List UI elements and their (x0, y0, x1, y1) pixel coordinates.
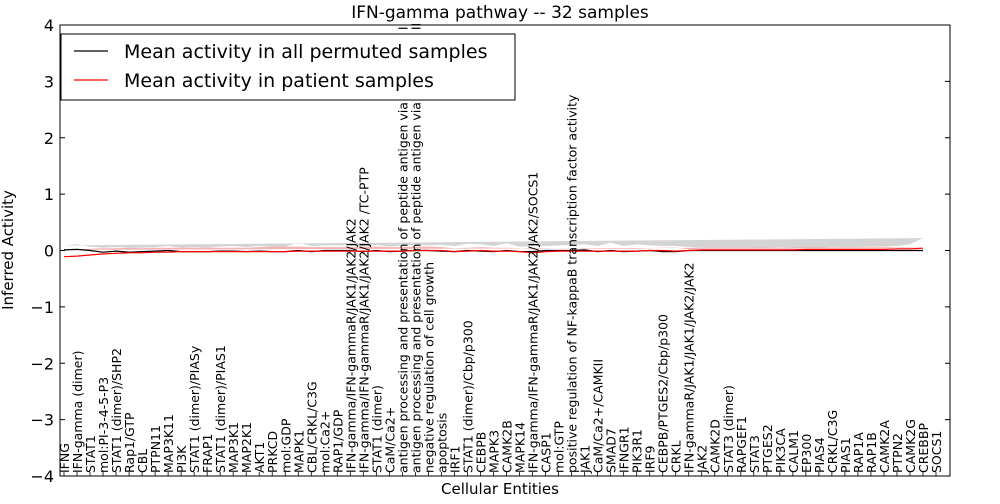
x-tick-label: STAT1 (dimer)/PIAS1 (213, 345, 228, 473)
x-tick-label: mol:GTP (552, 421, 567, 473)
y-tick-label: 3 (44, 72, 54, 91)
plot-frame (59, 24, 951, 477)
x-tick-label: STAT3 (dimer) (721, 385, 736, 473)
confidence-bands (64, 238, 923, 250)
patient-samples-band (64, 246, 923, 250)
x-tick-label: MAPK3 (487, 430, 502, 473)
x-tick-label: SOCS1 (929, 431, 944, 473)
x-tick-label: RAP1B (864, 432, 879, 473)
x-tick-label: CAMK2D (708, 419, 723, 473)
x-tick-label: JAK2 (695, 445, 710, 474)
x-tick-label: STAT1 (dimer)/SHP2 (109, 348, 124, 473)
x-tick-label: IRF1 (447, 445, 462, 473)
x-tick-label: CBL (135, 449, 150, 473)
series-lines (63, 247, 924, 258)
y-tick-label: 0 (44, 242, 54, 261)
x-tick-label: CREBBP (916, 423, 931, 473)
x-tick-label: Rap1/GTP (122, 412, 137, 473)
y-tick-label: 4 (44, 16, 54, 35)
x-tick-label: PIK3CA (773, 428, 788, 473)
x-tick-label: antigen processing and presentation of p… (395, 26, 410, 473)
x-tick-label: PI3K (174, 445, 189, 473)
x-tick-label: mol:Ca2+ (317, 411, 332, 473)
x-axis-label: Cellular Entities (441, 480, 559, 498)
x-tick-label: CRKL (669, 440, 684, 473)
y-axis-ticks: 4 3 2 1 0 −1 −2 −3 −4 (30, 16, 950, 486)
x-tick-label: CaM/Ca2+ (382, 407, 397, 473)
x-tick-label: STAT1 (dimer) (369, 385, 384, 473)
legend-box (60, 33, 516, 101)
x-tick-label: negative regulation of cell growth (421, 262, 436, 473)
x-tick-label: CALM1 (786, 430, 801, 473)
permuted-samples-band (64, 238, 923, 248)
x-tick-label: JAK1 (578, 445, 593, 474)
x-tick-label: CEBPB (474, 432, 489, 473)
x-tick-label: MAP3K1 (226, 422, 241, 473)
x-tick-label: CBL/CRKL/C3G (304, 381, 319, 473)
y-tick-label: −1 (30, 298, 54, 317)
legend-label-permuted: Mean activity in all permuted samples (124, 41, 487, 63)
x-tick-label: antigen processing and presentation of p… (408, 23, 423, 473)
x-tick-label: IFN-gamma/IFN-gammaR/JAK1/JAK2/JAK2 /TC-… (356, 167, 371, 473)
x-tick-label: IFN-gamma/IFN-gammaR/JAK1/JAK2/JAK2 (343, 218, 358, 473)
x-tick-label: SMAD7 (604, 428, 619, 473)
x-tick-label: PTGES2 (760, 424, 775, 473)
x-tick-label: MAP2K1 (239, 422, 254, 473)
patient-samples-line (63, 247, 924, 258)
x-tick-label: MAPK1 (291, 430, 306, 473)
x-tick-label: AKT1 (252, 442, 267, 473)
legend-label-patient: Mean activity in patient samples (124, 70, 434, 92)
x-tick-label: IFNG (57, 443, 72, 473)
y-axis-label: Inferred Activity (0, 190, 17, 310)
x-tick-label: CEBPB/PTGES2/Cbp/p300 (656, 314, 671, 473)
x-tick-label: STAT1 (83, 435, 98, 473)
x-tick-label: positive regulation of NF-kappaB transcr… (565, 94, 580, 473)
x-tick-label: mol:PI-3-4-5-P3 (96, 377, 111, 473)
legend: Mean activity in all permuted samples Me… (60, 33, 516, 101)
x-tick-label: CAMK2B (500, 420, 515, 473)
y-tick-label: 1 (44, 185, 54, 204)
x-tick-label: PRKCD (265, 431, 280, 473)
x-tick-label: PIAS4 (812, 437, 827, 473)
y-tick-label: −2 (30, 354, 54, 373)
x-tick-label: STAT3 (747, 435, 762, 473)
x-tick-label: MAP3K11 (161, 414, 176, 473)
x-tick-label: CASP1 (539, 432, 554, 473)
x-tick-label: PTPN2 (890, 433, 905, 473)
x-tick-label: IFN-gamma/IFN-gammaR/JAK1/JAK2/JAK2/SOCS… (526, 172, 541, 473)
x-tick-label: IFN-gamma (dimer) (70, 351, 85, 474)
x-tick-label: RAPGEF1 (734, 416, 749, 473)
x-tick-label: CAMK2A (877, 420, 892, 473)
x-tick-label: PIAS1 (838, 437, 853, 473)
x-tick-label: PTPN11 (148, 425, 163, 473)
x-tick-label: EP300 (799, 434, 814, 473)
x-tick-label: CAMK2G (903, 419, 918, 473)
x-tick-label: RAP1/GDP (330, 409, 345, 473)
x-tick-label: MAPK14 (513, 422, 528, 473)
x-tick-label: mol:GDP (278, 418, 293, 473)
x-tick-label: STAT1 (dimer)/Cbp/p300 (461, 320, 476, 473)
x-tick-label: IFNGR1 (617, 426, 632, 473)
x-tick-label: IFN-gammaR/JAK1/JAK1/JAK2/JAK2 (682, 262, 697, 473)
x-tick-label: apoptosis (434, 413, 449, 473)
y-tick-label: −4 (30, 467, 54, 486)
y-tick-label: 2 (44, 129, 54, 148)
x-tick-label: CaM/Ca2+/CAMKII (591, 359, 606, 473)
x-tick-label: IRF9 (643, 445, 658, 473)
x-tick-label: RAP1A (851, 432, 866, 473)
y-tick-label: −3 (30, 411, 54, 430)
x-tick-label: FRAP1 (200, 434, 215, 473)
x-tick-label: CRKL/C3G (825, 410, 840, 473)
x-tick-label: PIK3R1 (630, 429, 645, 473)
x-tick-label: STAT1 (dimer)/PIASy (187, 345, 202, 473)
chart-title: IFN-gamma pathway -- 32 samples (351, 3, 649, 23)
